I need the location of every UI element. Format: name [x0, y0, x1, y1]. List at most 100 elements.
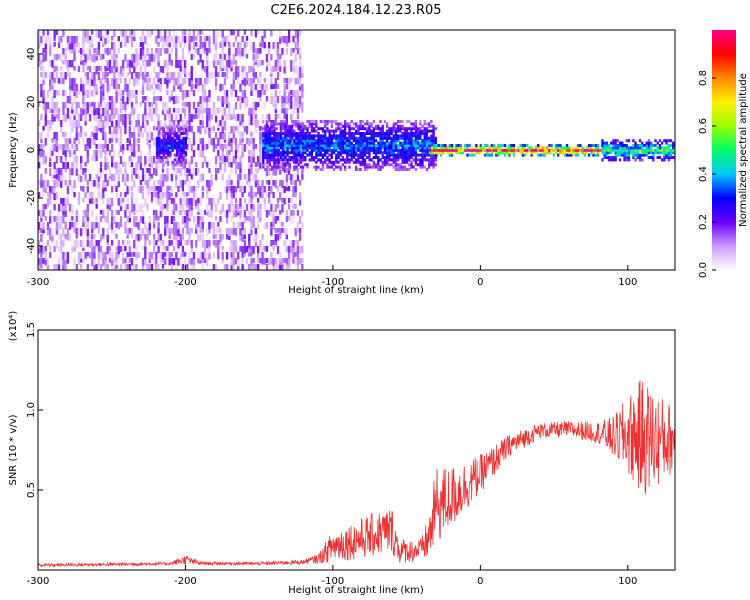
spectrogram-cell — [665, 148, 668, 152]
spectrogram-cell — [115, 234, 118, 239]
spectrogram-cell — [288, 134, 291, 138]
spectrogram-cell — [243, 78, 246, 87]
spectrogram-cell — [53, 168, 56, 176]
spectrogram-cell — [315, 168, 318, 171]
spectrogram-cell — [658, 156, 662, 159]
spectrogram-cell — [141, 90, 145, 95]
spectrogram-cell — [60, 66, 63, 71]
spectrogram-cell — [310, 136, 314, 140]
spectrogram-cell — [254, 228, 258, 235]
spectrogram-cell — [372, 139, 376, 143]
spectrogram-cell — [55, 66, 58, 72]
spectrogram-cell — [137, 54, 140, 62]
spectrogram-cell — [265, 54, 269, 62]
spectrogram-cell — [284, 127, 287, 131]
spectrogram-cell — [197, 204, 200, 213]
spectrogram-cell — [310, 156, 314, 159]
spectrogram-cell — [262, 141, 265, 145]
spectrogram-cell — [164, 146, 168, 150]
spectrogram-cell — [296, 168, 300, 176]
spectrogram-cell — [108, 150, 112, 156]
spectrogram-cell — [234, 36, 238, 42]
spectrogram-cell — [294, 246, 297, 252]
spectrogram-cell — [190, 54, 193, 60]
spectrogram-cell — [77, 138, 81, 145]
spectrogram-cell — [183, 114, 187, 119]
spectrogram-cell — [73, 90, 76, 97]
spectrogram-cell — [66, 144, 70, 153]
spectrogram-cell — [297, 120, 300, 123]
spectrogram-cell — [64, 252, 67, 261]
spectrogram-cell — [350, 148, 353, 152]
spectrogram-cell — [201, 90, 204, 97]
spectrogram-cell — [245, 138, 249, 145]
spectrogram-cell — [53, 180, 56, 189]
spectrogram-cell — [155, 210, 158, 218]
spectrogram-cell — [361, 148, 364, 152]
spectrogram-cell — [332, 141, 336, 145]
spectrogram-cell — [254, 108, 258, 113]
spectrogram-cell — [208, 252, 211, 260]
spectrogram-cell — [201, 48, 204, 54]
spectrogram-cell — [201, 162, 204, 169]
spectrogram-cell — [91, 234, 94, 240]
spectrogram-cell — [343, 146, 347, 150]
spectrogram-cell — [296, 90, 300, 97]
spectrogram-cell — [638, 156, 642, 159]
spectrogram-cell — [256, 168, 260, 174]
spectrogram-cell — [296, 30, 300, 37]
spectrogram-cell — [86, 48, 89, 56]
spectrogram-cell — [279, 210, 282, 215]
spectrogram-cell — [286, 132, 289, 135]
spectrogram-cell — [164, 192, 167, 198]
spectrogram-cell — [308, 144, 311, 147]
spectrogram-cell — [239, 138, 242, 146]
spectrogram-cell — [184, 129, 188, 133]
spectrogram-cell — [647, 148, 651, 152]
spectrogram-cell — [279, 234, 282, 239]
spectrogram-cell — [339, 136, 342, 140]
spectrogram-cell — [126, 198, 129, 203]
spectrogram-cell — [508, 144, 511, 147]
spectrogram-cell — [226, 114, 229, 121]
spectrogram-cell — [203, 48, 207, 55]
spectrogram-cell — [62, 174, 65, 182]
spectrogram-cell — [439, 151, 443, 155]
spectrogram-cell — [119, 132, 123, 140]
spectrogram-cell — [273, 151, 276, 155]
spectrogram-cell — [277, 160, 280, 164]
spectrogram-cell — [290, 134, 294, 138]
spectrogram-cell — [223, 66, 227, 71]
spectrogram-cell — [197, 60, 200, 65]
spectrogram-cell — [146, 42, 149, 48]
spectrogram-cell — [175, 42, 178, 48]
spectrogram-cell — [80, 126, 83, 133]
spectrogram-cell — [286, 148, 289, 152]
spectrogram-cell — [62, 78, 65, 85]
spectrogram-cell — [97, 246, 101, 252]
spectrogram-cell — [42, 126, 45, 131]
spectrogram-cell — [124, 42, 127, 47]
spectrogram-cell — [403, 141, 406, 145]
spectrogram-cell — [510, 151, 513, 155]
spectrogram-cell — [241, 138, 244, 143]
spectrogram-cell — [77, 48, 81, 54]
spectrogram-cell — [346, 132, 349, 135]
spectrogram-cell — [390, 144, 393, 147]
spectrogram-cell — [645, 141, 648, 145]
spectrogram-cell — [77, 42, 81, 50]
spectrogram-cell — [346, 136, 349, 140]
spectrogram-cell — [190, 66, 193, 74]
spectrogram-cell — [310, 153, 314, 157]
spectrogram-cell — [164, 114, 167, 121]
spectrogram-cell — [324, 151, 327, 155]
spectrogram-cell — [523, 153, 527, 157]
spectrogram-cell — [346, 148, 349, 152]
spectrogram-cell — [126, 84, 129, 92]
spectrogram-cell — [366, 132, 369, 135]
spectrogram-cell — [281, 222, 284, 227]
spectrogram-cell — [392, 153, 395, 157]
spectrogram-cell — [172, 222, 176, 230]
spectrogram-cell — [232, 84, 235, 92]
spectrogram-cell — [124, 174, 127, 183]
